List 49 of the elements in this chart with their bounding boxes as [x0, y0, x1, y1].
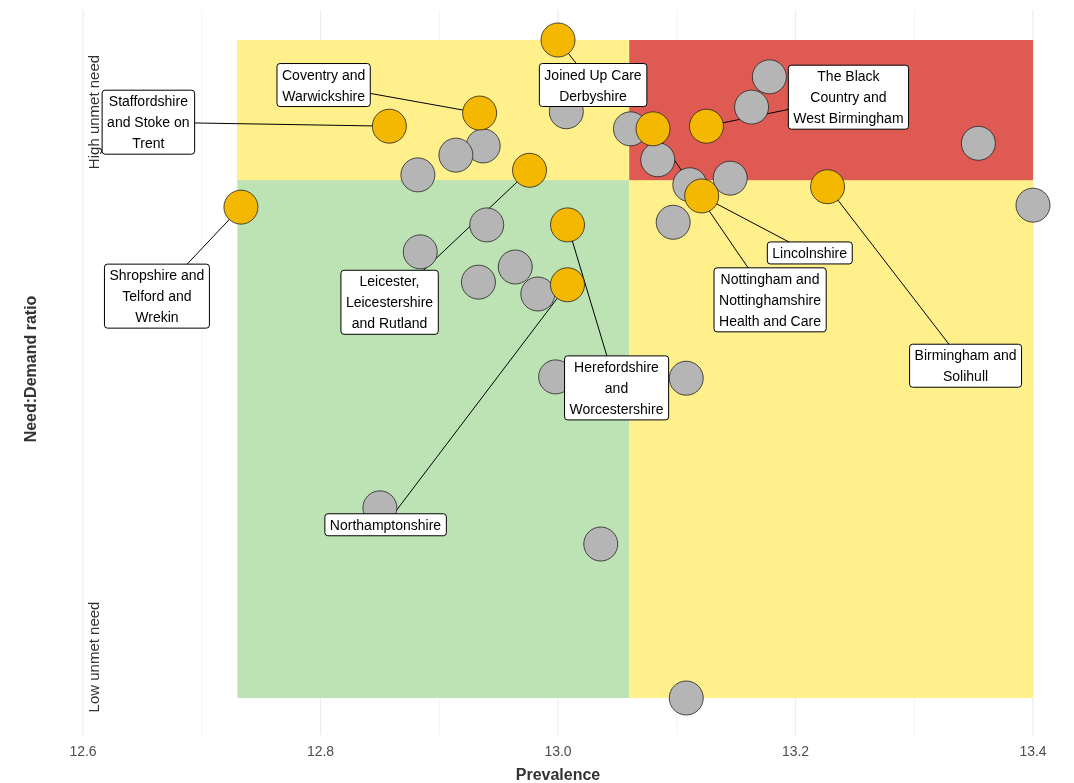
point [402, 234, 438, 270]
x-tick-label: 13.2 [781, 743, 810, 759]
point [810, 169, 845, 205]
y-axis-title: Need:Demand ratio [22, 295, 39, 443]
x-tick-label: 13.4 [1019, 743, 1047, 759]
point [371, 108, 407, 144]
annotation: Northamptonshire [329, 516, 442, 533]
point [734, 89, 769, 125]
point [635, 111, 671, 147]
point [520, 276, 556, 312]
annotation: High unmet need [85, 54, 102, 170]
point [655, 204, 691, 240]
point [223, 189, 259, 225]
annotation: Shropshire and Telford and Wrekin [109, 267, 205, 326]
point [465, 128, 501, 164]
annotation: Low unmet need [85, 601, 102, 713]
point [461, 264, 496, 300]
point [550, 267, 585, 303]
point [469, 207, 505, 243]
x-tick-label: 12.6 [69, 743, 97, 759]
annotation: Joined Up Care Derbyshire [544, 66, 642, 104]
point [640, 142, 676, 178]
point [668, 360, 704, 396]
point [400, 157, 436, 193]
point [960, 125, 996, 161]
point [438, 137, 474, 173]
annotation: Leicester, Leicestershire and Rutland [345, 273, 434, 332]
x-tick-label: 13.0 [544, 743, 572, 759]
annotation: Birmingham and Solihull [914, 347, 1017, 385]
annotation: Lincolnshire [772, 244, 848, 261]
point [712, 160, 748, 196]
point [1015, 187, 1051, 223]
annotation: The Black Country and West Birmingham [793, 68, 904, 127]
x-tick-label: 12.8 [306, 743, 335, 759]
annotation: Herefordshire and Worcestershire [569, 358, 664, 417]
point [512, 152, 547, 188]
point [550, 207, 585, 243]
point [751, 59, 787, 95]
annotation: Staffordshire and Stoke on Trent [107, 93, 190, 152]
x-axis-title: Prevalence [515, 766, 601, 783]
point [583, 526, 619, 562]
annotation: Coventry and Warwickshire [281, 66, 366, 104]
point [540, 22, 576, 58]
point [684, 178, 720, 214]
point [462, 95, 498, 131]
point [497, 249, 533, 285]
annotation: Nottingham and Nottinghamshire Health and Care [719, 270, 822, 329]
point [689, 108, 724, 144]
point [668, 680, 704, 716]
